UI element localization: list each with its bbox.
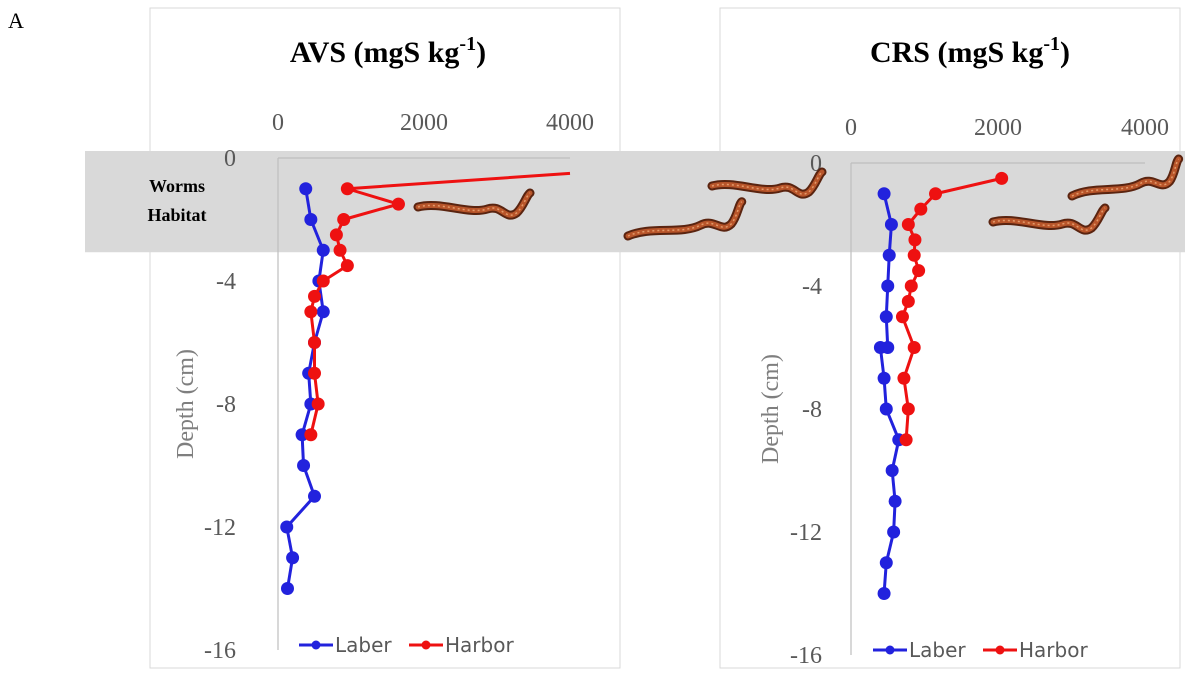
data-point-harbor (904, 279, 918, 293)
y-tick-label: -16 (204, 638, 236, 664)
data-point-laber (297, 459, 311, 472)
data-point-laber (884, 218, 898, 231)
x-tick-label: 4000 (546, 110, 594, 136)
data-point-harbor (929, 187, 943, 201)
worm-icon (413, 188, 535, 220)
worm-icon (623, 197, 747, 241)
data-point-laber (316, 305, 330, 319)
data-point-harbor (899, 433, 913, 447)
data-point-laber (887, 525, 901, 539)
data-point-harbor (340, 259, 354, 273)
data-point-laber (879, 310, 893, 324)
legend-label-laber: Laber (909, 638, 966, 662)
data-point-laber (885, 464, 899, 477)
data-point-harbor (329, 228, 343, 242)
data-point-harbor (340, 182, 354, 196)
data-point-laber (877, 187, 891, 201)
legend-label-harbor: Harbor (445, 633, 514, 657)
data-point-harbor (308, 336, 321, 349)
data-point-harbor (901, 218, 915, 231)
data-point-laber (308, 489, 321, 503)
data-point-laber (888, 494, 902, 508)
chart-frame-2 (719, 7, 1181, 669)
x-tick-label: 0 (845, 115, 857, 141)
data-point-harbor (304, 305, 318, 319)
y-tick-label: -4 (216, 269, 236, 295)
legend-marker-harbor (421, 640, 431, 650)
data-point-harbor (391, 197, 405, 211)
x-tick-label: 0 (272, 110, 284, 136)
legend-label-harbor: Harbor (1019, 638, 1088, 662)
data-point-harbor (995, 171, 1009, 185)
worm-icon (988, 203, 1110, 235)
data-point-laber (879, 402, 893, 416)
legend-marker-laber (311, 640, 321, 650)
y-axis-label: Depth (cm) (173, 349, 199, 459)
data-point-harbor (895, 310, 909, 324)
y-tick-label: -8 (802, 397, 822, 423)
data-point-laber (280, 582, 294, 595)
y-tick-label: -8 (216, 392, 236, 418)
chart-title: CRS (mgS kg-1) (870, 33, 1070, 69)
data-point-laber (879, 556, 893, 570)
worm-icon (707, 167, 827, 199)
x-tick-label: 2000 (974, 115, 1022, 141)
data-point-harbor (311, 397, 325, 411)
y-tick-label: -16 (790, 643, 822, 669)
data-point-harbor (901, 402, 915, 416)
chart-frame-1 (149, 7, 621, 669)
habitat-label: Habitat (147, 205, 206, 225)
legend-label-laber: Laber (335, 633, 392, 657)
y-tick-label: -12 (204, 515, 236, 541)
chart-title: AVS (mgS kg-1) (290, 33, 486, 69)
legend-marker-laber (885, 645, 895, 655)
data-point-laber (286, 551, 300, 565)
data-point-harbor (337, 213, 351, 226)
y-tick-label: -12 (790, 520, 822, 546)
data-point-harbor (304, 428, 318, 442)
data-point-harbor (316, 274, 330, 288)
data-point-laber (877, 587, 891, 600)
data-point-harbor (333, 243, 347, 257)
data-point-laber (881, 279, 895, 293)
panel-label: A (8, 8, 24, 33)
data-point-laber (316, 243, 330, 257)
data-point-harbor (912, 264, 926, 278)
y-tick-label: -4 (802, 274, 822, 300)
data-point-laber (873, 341, 887, 354)
data-point-harbor (897, 371, 911, 385)
data-point-harbor (908, 233, 922, 247)
data-point-laber (304, 213, 318, 226)
data-point-harbor (901, 294, 915, 308)
x-tick-label: 2000 (400, 110, 448, 136)
worm-icon (1067, 154, 1184, 201)
x-tick-label: 4000 (1121, 115, 1169, 141)
data-point-harbor (907, 248, 921, 262)
habitat-label: Worms (149, 176, 205, 196)
data-point-harbor (907, 341, 921, 354)
data-point-harbor (914, 202, 928, 216)
data-point-laber (299, 182, 313, 196)
data-point-harbor (308, 366, 321, 380)
y-tick-label: 0 (224, 146, 236, 172)
data-point-laber (280, 520, 294, 534)
data-point-laber (877, 371, 891, 385)
data-point-harbor (308, 289, 321, 303)
data-point-laber (882, 248, 896, 262)
legend-marker-harbor (995, 645, 1005, 655)
y-axis-label: Depth (cm) (758, 354, 784, 464)
